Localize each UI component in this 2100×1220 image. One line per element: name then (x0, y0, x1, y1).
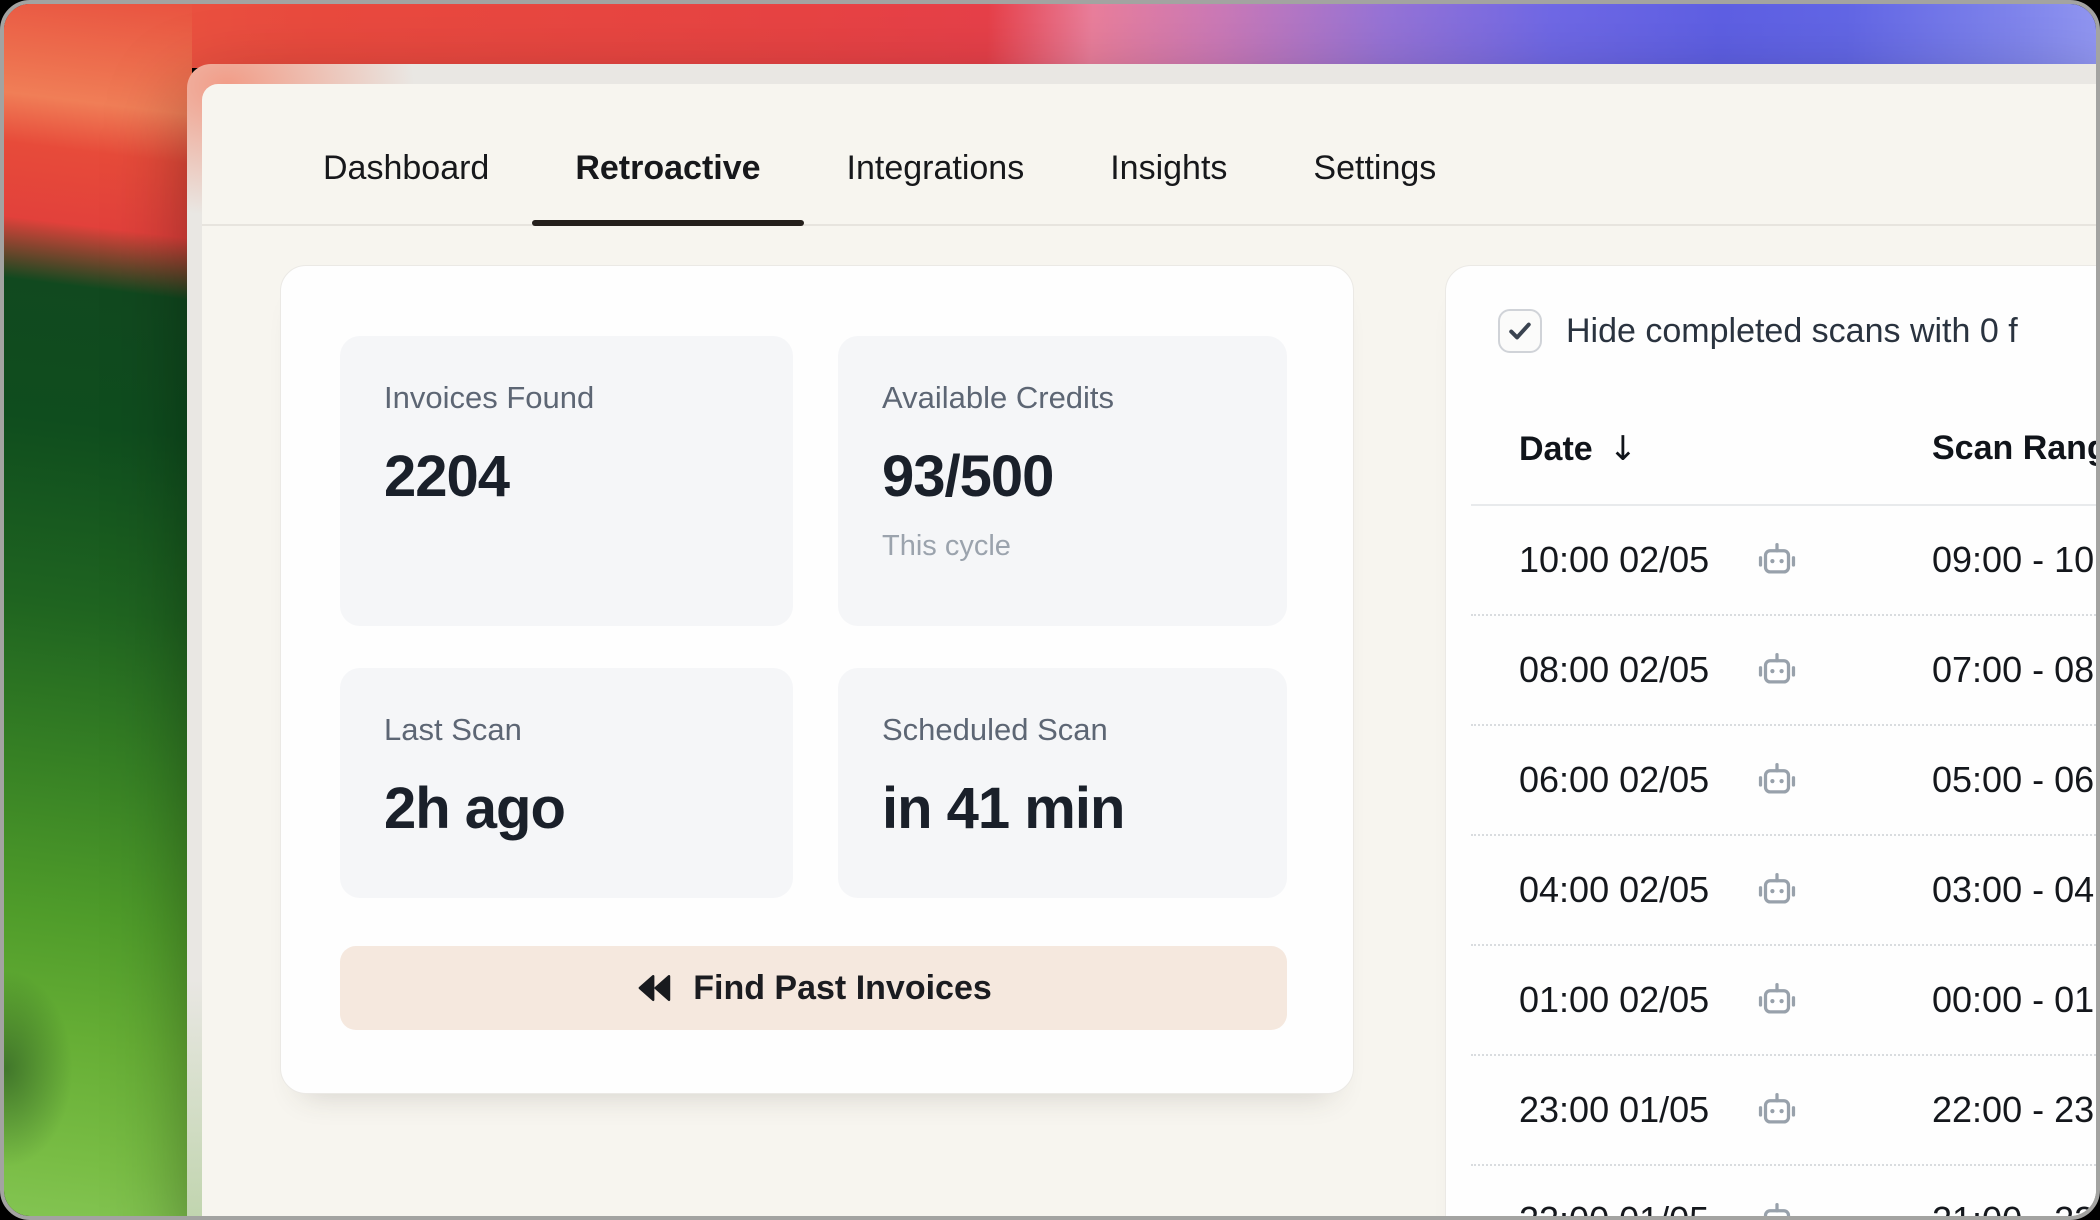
stat-tile-grid: Invoices Found 2204 Available Credits 93… (340, 336, 1287, 898)
check-icon (1506, 317, 1534, 345)
bot-icon (1754, 757, 1800, 803)
sort-descending-icon: ↓ (1608, 429, 1638, 469)
scan-row[interactable]: 01:00 02/05 00:00 - 01 (1471, 946, 2096, 1056)
stat-sub: This cycle (882, 530, 1011, 562)
stat-value: 93/500 (882, 444, 1054, 509)
stat-tile-scheduled-scan: Scheduled Scan in 41 min (838, 668, 1287, 898)
find-past-invoices-label: Find Past Invoices (693, 968, 992, 1007)
tab-insights[interactable]: Insights (1110, 149, 1228, 187)
overview-card: Invoices Found 2204 Available Credits 93… (280, 265, 1354, 1094)
find-past-invoices-button[interactable]: Find Past Invoices (340, 946, 1287, 1030)
column-header-date-label: Date (1519, 429, 1593, 468)
app-window: Dashboard Retroactive Integrations Insig… (187, 64, 2096, 1220)
scan-date: 04:00 02/05 (1519, 869, 1710, 910)
stat-label: Invoices Found (384, 380, 595, 415)
scan-date: 08:00 02/05 (1519, 649, 1710, 690)
hide-completed-checkbox[interactable] (1498, 309, 1542, 353)
scan-range: 07:00 - 08 (1932, 649, 2095, 690)
stat-tile-last-scan: Last Scan 2h ago (340, 668, 793, 898)
bot-icon (1754, 867, 1800, 913)
hide-completed-filter: Hide completed scans with 0 f (1498, 309, 2018, 353)
scan-row[interactable]: 10:00 02/05 09:00 - 10 (1471, 506, 2096, 616)
scan-rows: 10:00 02/05 09:00 - 10 (1471, 506, 2096, 1220)
stat-tile-invoices-found: Invoices Found 2204 (340, 336, 793, 626)
bot-icon (1754, 977, 1800, 1023)
scan-range: 05:00 - 06 (1932, 759, 2095, 800)
stat-value: 2h ago (384, 776, 566, 841)
hide-completed-label[interactable]: Hide completed scans with 0 f (1566, 311, 2018, 350)
wallpaper-left (4, 4, 192, 1216)
tab-settings[interactable]: Settings (1313, 149, 1437, 187)
scan-range: 22:00 - 23 (1932, 1089, 2095, 1130)
scan-row[interactable]: 06:00 02/05 05:00 - 06 (1471, 726, 2096, 836)
scan-date: 22:00 01/05 (1519, 1199, 1710, 1220)
scan-row[interactable]: 08:00 02/05 07:00 - 08 (1471, 616, 2096, 726)
rewind-icon (635, 972, 673, 1004)
wallpaper-top (4, 4, 2096, 68)
stat-tile-available-credits: Available Credits 93/500 This cycle (838, 336, 1287, 626)
stat-label: Available Credits (882, 380, 1115, 415)
scan-date: 23:00 01/05 (1519, 1089, 1710, 1130)
scan-date: 10:00 02/05 (1519, 539, 1710, 580)
column-header-date[interactable]: Date ↓ (1519, 429, 1637, 469)
bot-icon (1754, 647, 1800, 693)
scan-row[interactable]: 22:00 01/05 21:00 - 22 (1471, 1166, 2096, 1220)
tab-dashboard[interactable]: Dashboard (323, 149, 490, 187)
scan-range: 03:00 - 04 (1932, 869, 2095, 910)
scan-date: 01:00 02/05 (1519, 979, 1710, 1020)
bot-icon (1754, 1087, 1800, 1133)
scan-row[interactable]: 04:00 02/05 03:00 - 04 (1471, 836, 2096, 946)
stat-value: 2204 (384, 444, 510, 509)
tab-bar: Dashboard Retroactive Integrations Insig… (202, 84, 2096, 226)
app-content: Dashboard Retroactive Integrations Insig… (202, 84, 2096, 1220)
scan-range: 21:00 - 22 (1932, 1199, 2095, 1220)
tab-retroactive[interactable]: Retroactive (532, 149, 804, 226)
table-header-divider (1471, 504, 2096, 506)
column-header-scan-range[interactable]: Scan Range (1932, 429, 2096, 467)
stat-value: in 41 min (882, 776, 1125, 841)
scan-date: 06:00 02/05 (1519, 759, 1710, 800)
scans-panel: Hide completed scans with 0 f Date ↓ Sca… (1445, 265, 2096, 1220)
tab-integrations[interactable]: Integrations (846, 149, 1025, 187)
bot-icon (1754, 537, 1800, 583)
scan-range: 00:00 - 01 (1932, 979, 2095, 1020)
scan-range: 09:00 - 10 (1932, 539, 2095, 580)
scan-row[interactable]: 23:00 01/05 22:00 - 23 (1471, 1056, 2096, 1166)
bot-icon (1754, 1197, 1800, 1216)
stat-label: Last Scan (384, 712, 522, 747)
stat-label: Scheduled Scan (882, 712, 1108, 747)
